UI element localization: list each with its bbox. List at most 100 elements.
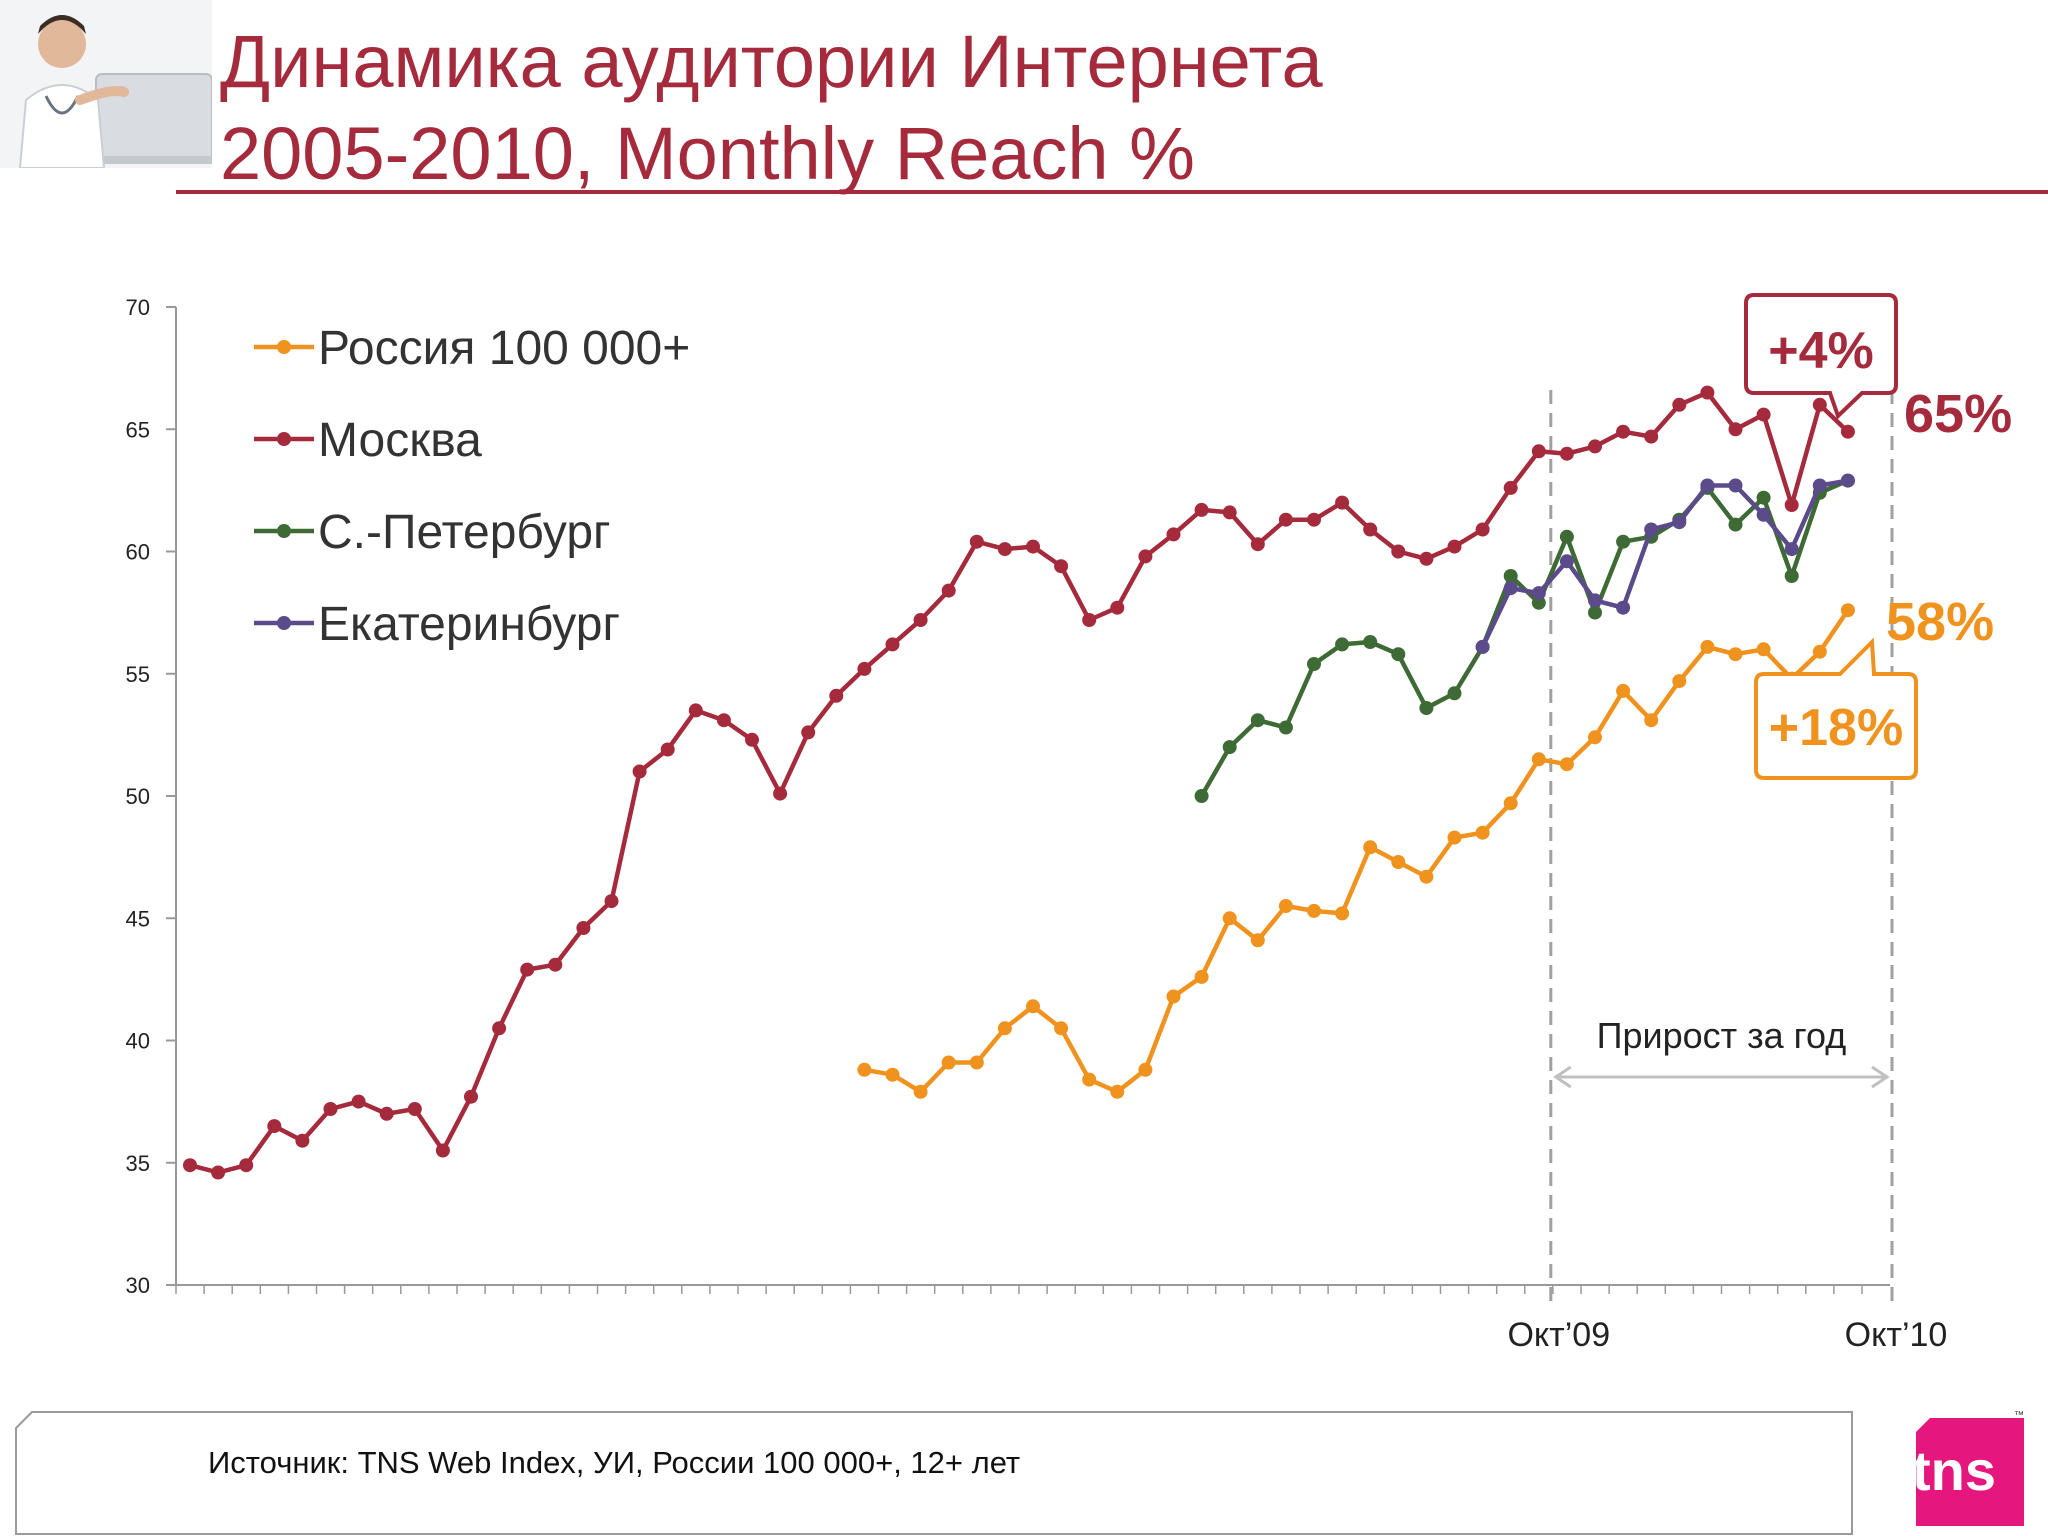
data-point (435, 1143, 450, 1158)
data-point (1559, 757, 1574, 772)
data-point (773, 786, 788, 801)
data-point (1391, 647, 1406, 662)
data-point (1250, 933, 1265, 948)
x-tick-label: Окт’10 (1845, 1316, 1948, 1354)
data-point (913, 1084, 928, 1099)
data-point (1026, 999, 1040, 1014)
data-point (1419, 551, 1434, 566)
legend-marker (277, 616, 291, 630)
y-tick-label: 35 (126, 1151, 150, 1176)
data-point (1812, 644, 1827, 659)
data-point (576, 921, 591, 935)
data-point (1644, 713, 1659, 728)
data-point (1026, 539, 1040, 554)
data-point (1588, 593, 1602, 608)
series-1 (857, 603, 1855, 1099)
data-point (1559, 529, 1574, 544)
data-point (1278, 720, 1293, 735)
data-point (1559, 554, 1574, 569)
data-point (239, 1158, 254, 1173)
data-point (1391, 855, 1406, 869)
data-point (1082, 1072, 1097, 1087)
reach-chart: 30 35 40 45 50 55 60 65 70 Окт’09 Окт’10 Прирост за… (126, 293, 2012, 1354)
data-point (857, 661, 872, 676)
data-point (1531, 595, 1546, 610)
data-point (1222, 740, 1237, 755)
data-point (941, 583, 956, 598)
annotations: +4% 65% +18% 58% (1744, 293, 2012, 780)
data-point (1391, 544, 1406, 559)
data-point (885, 637, 900, 652)
y-tick-label: 65 (126, 417, 150, 442)
data-point (1672, 674, 1687, 689)
data-point (1588, 605, 1602, 620)
data-point (1728, 647, 1743, 662)
data-point (1728, 478, 1743, 493)
y-tick-label: 60 (126, 540, 150, 565)
data-point (1728, 517, 1743, 532)
data-point (1194, 969, 1209, 984)
data-point (1194, 502, 1209, 517)
moscow-growth-callout (1744, 293, 1898, 420)
data-point (1335, 637, 1350, 652)
data-point (1475, 522, 1490, 537)
data-point (1503, 581, 1518, 596)
data-point (1756, 507, 1771, 522)
data-point (1335, 495, 1350, 510)
data-point (351, 1094, 366, 1109)
legend-marker (277, 524, 291, 538)
data-point (1335, 906, 1350, 921)
data-point (604, 894, 619, 909)
axes: 30 35 40 45 50 55 60 65 70 Окт’09 Окт’10 Прирост за… (126, 295, 1948, 1354)
data-point (1447, 686, 1462, 701)
data-point (211, 1165, 226, 1180)
data-point (295, 1133, 310, 1148)
data-point (1166, 527, 1181, 542)
data-point (1503, 569, 1518, 583)
data-point (716, 713, 731, 728)
x-tick-label: Окт’09 (1507, 1316, 1610, 1354)
data-point (1250, 537, 1265, 552)
period-arrow-head-right (1871, 1065, 1890, 1089)
data-point (1054, 1021, 1069, 1036)
data-point (1840, 473, 1855, 488)
data-point (632, 764, 647, 779)
page-title: Динамика аудитории Интернета 2005-2010, … (220, 16, 1323, 200)
data-point (1307, 903, 1321, 918)
source-note: Источник: TNS Web Index, УИ, России 100 … (208, 1445, 1021, 1480)
title-line-2: 2005-2010, Monthly Reach % (220, 112, 1195, 195)
data-point (1110, 600, 1125, 615)
legend-label: Москва (318, 414, 482, 467)
data-point (1419, 869, 1434, 884)
data-point (1363, 635, 1378, 649)
data-point (407, 1102, 422, 1116)
data-point (997, 542, 1012, 557)
data-point (969, 1055, 984, 1070)
data-point (1222, 911, 1237, 926)
data-point (1138, 549, 1153, 564)
data-point (941, 1055, 956, 1070)
series-line (1199, 478, 1849, 798)
data-point (1250, 713, 1265, 728)
data-point (1054, 559, 1069, 574)
data-point (913, 613, 928, 627)
russia-end-value: 58% (1886, 592, 1994, 652)
data-point (1222, 505, 1237, 520)
data-point (1588, 439, 1602, 454)
data-point (1531, 586, 1546, 601)
y-tick-label: 45 (126, 906, 150, 931)
data-point (1700, 385, 1715, 400)
data-point (1278, 512, 1293, 527)
period-arrow-head-left (1553, 1065, 1572, 1089)
data-point (1784, 498, 1799, 512)
legend-label: Екатеринбург (318, 598, 620, 651)
data-point (857, 1062, 872, 1077)
data-point (1588, 730, 1602, 745)
legend: Россия 100 000+ Москва С.-Петербург Екатери… (254, 322, 690, 651)
data-point (1307, 512, 1321, 527)
data-point (829, 688, 844, 703)
data-point (1447, 539, 1462, 554)
series-2 (183, 385, 1855, 1180)
data-point (1784, 569, 1799, 583)
y-tick-label: 55 (126, 662, 150, 687)
